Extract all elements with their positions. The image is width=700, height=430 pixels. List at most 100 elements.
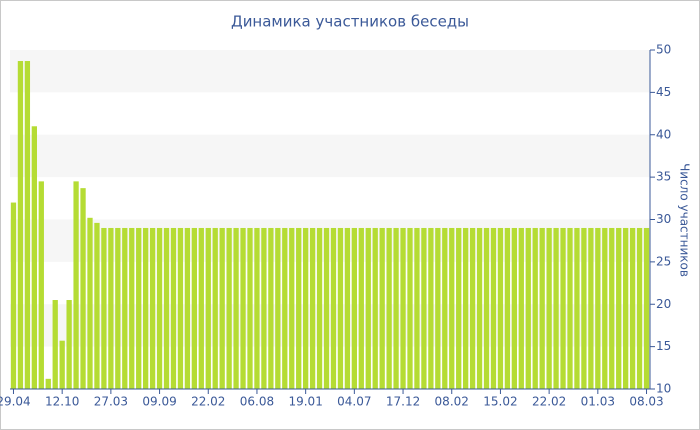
bar <box>560 227 566 389</box>
y-tick-label: 15 <box>656 339 671 353</box>
bar <box>636 227 643 389</box>
bar <box>80 188 86 389</box>
bar <box>400 227 406 389</box>
bar <box>511 227 517 389</box>
bar <box>205 227 211 389</box>
bar <box>379 227 385 389</box>
bar <box>428 227 434 389</box>
bar <box>289 227 295 389</box>
bar <box>296 227 302 389</box>
bar <box>323 227 330 389</box>
x-tick-label: 22.02 <box>532 395 566 409</box>
bar <box>10 202 17 389</box>
x-tick-label: 01.03 <box>581 395 615 409</box>
y-tick-label: 20 <box>656 297 671 311</box>
bar <box>588 227 594 389</box>
bar <box>73 181 79 389</box>
y-tick-label: 30 <box>656 212 671 226</box>
bar <box>24 61 31 390</box>
bar <box>581 227 587 389</box>
bar <box>316 227 323 389</box>
x-tick-label: 04.07 <box>337 395 371 409</box>
bar <box>616 227 622 389</box>
bar <box>101 227 107 389</box>
bar <box>212 227 218 389</box>
bar <box>156 227 163 389</box>
x-tick-label: 19.01 <box>288 395 322 409</box>
bar <box>393 227 399 389</box>
bar <box>623 227 629 389</box>
y-tick-label: 50 <box>656 43 671 57</box>
bar <box>198 227 204 389</box>
bar <box>532 227 538 389</box>
bar <box>31 126 37 390</box>
bar <box>268 227 274 389</box>
y-tick-label: 10 <box>656 382 671 396</box>
bar <box>254 227 260 389</box>
bar <box>602 227 608 389</box>
bar <box>518 227 524 389</box>
y-axis-label: Число участников <box>678 163 692 277</box>
bar <box>574 227 580 389</box>
bar <box>177 227 184 389</box>
bar <box>282 227 288 389</box>
bar <box>261 227 267 389</box>
bar <box>59 340 65 389</box>
bar <box>463 227 469 389</box>
grid-band <box>10 50 650 93</box>
y-tick-label: 35 <box>656 170 671 184</box>
bar <box>365 227 371 389</box>
bar <box>309 227 316 389</box>
bar <box>539 227 545 389</box>
bar <box>303 227 309 389</box>
bar <box>351 227 357 389</box>
bar <box>108 227 114 389</box>
bar <box>483 227 490 389</box>
bar <box>407 227 413 389</box>
bar <box>449 227 455 389</box>
bar <box>643 227 650 389</box>
bar <box>129 227 135 389</box>
bar <box>442 227 448 389</box>
bar <box>525 227 531 389</box>
bar <box>504 227 511 389</box>
bar <box>435 227 441 389</box>
y-tick-label: 40 <box>656 127 671 141</box>
bar <box>240 227 246 389</box>
bar <box>629 227 636 389</box>
x-tick-label: 17.12 <box>386 395 420 409</box>
bar <box>149 227 156 389</box>
bar <box>219 227 225 389</box>
bar <box>136 227 142 389</box>
y-tick-label: 25 <box>656 254 671 268</box>
bar <box>546 227 552 389</box>
x-tick-label: 08.03 <box>629 395 663 409</box>
bar <box>553 227 559 389</box>
bar <box>45 378 51 389</box>
bar <box>421 227 427 389</box>
bar <box>275 227 281 389</box>
bar <box>191 227 197 389</box>
bar <box>414 227 420 389</box>
bar <box>337 227 344 389</box>
bar <box>226 227 232 389</box>
bar <box>122 227 128 389</box>
bar <box>595 227 601 389</box>
bar <box>184 227 191 389</box>
x-tick-label: 27.03 <box>94 395 128 409</box>
y-tick-label: 45 <box>656 85 671 99</box>
chart-title: Динамика участников беседы <box>231 13 469 31</box>
x-tick-label: 29.04 <box>0 395 31 409</box>
x-tick-label: 12.10 <box>45 395 79 409</box>
bar <box>94 222 100 389</box>
grid-band <box>10 134 650 178</box>
x-tick-label: 22.02 <box>191 395 225 409</box>
bar <box>233 227 239 389</box>
bar <box>386 227 392 389</box>
bar <box>38 181 44 389</box>
bar <box>490 227 497 389</box>
bar <box>476 227 483 389</box>
bar <box>330 227 337 389</box>
x-tick-label: 06.08 <box>240 395 274 409</box>
bar <box>609 227 615 389</box>
